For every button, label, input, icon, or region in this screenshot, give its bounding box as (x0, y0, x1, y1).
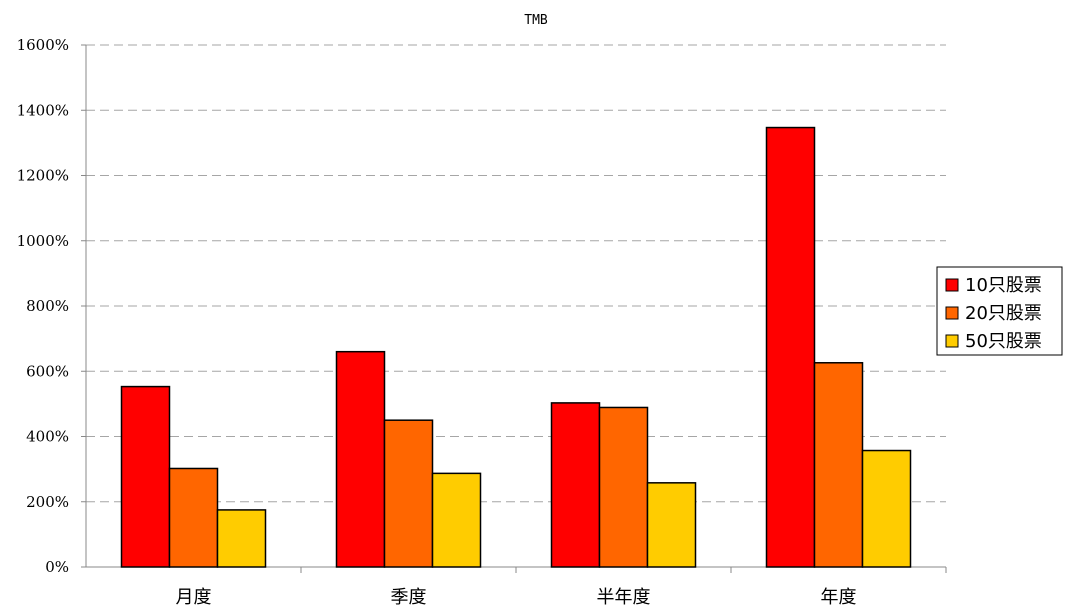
bar (335, 350, 386, 568)
bar (216, 509, 267, 568)
bars (120, 126, 912, 568)
bar (550, 402, 601, 568)
y-tick-label: 1600% (17, 36, 69, 54)
y-tick-label: 400% (26, 428, 69, 446)
bar (813, 362, 864, 568)
y-tick-label: 1000% (17, 232, 69, 250)
bar (168, 467, 219, 568)
legend-swatch (945, 278, 959, 292)
bar (646, 482, 697, 568)
legend-label: 50只股票 (965, 331, 1042, 352)
bar (861, 449, 912, 568)
y-tick-label: 600% (26, 362, 69, 380)
legend-swatch (945, 306, 959, 320)
bar (431, 472, 482, 568)
bar (598, 406, 649, 568)
y-tick-label: 1200% (17, 167, 69, 185)
y-tick-label: 800% (26, 297, 69, 315)
chart-title: TMB (524, 13, 548, 28)
legend-label: 10只股票 (965, 275, 1042, 296)
legend: 10只股票 20只股票 50只股票 (936, 266, 1063, 356)
legend-swatch (945, 334, 959, 348)
y-tick-label: 0% (45, 558, 69, 576)
x-tick-label: 半年度 (597, 587, 651, 608)
y-tick-label: 200% (26, 493, 69, 511)
legend-label: 20只股票 (965, 303, 1042, 324)
x-tick-label: 季度 (391, 587, 427, 608)
x-tick-label: 月度 (176, 587, 212, 608)
x-tick-label: 年度 (821, 587, 857, 608)
bar (120, 385, 171, 568)
bar (383, 419, 434, 568)
bar (765, 126, 816, 568)
y-tick-label: 1400% (17, 101, 69, 119)
